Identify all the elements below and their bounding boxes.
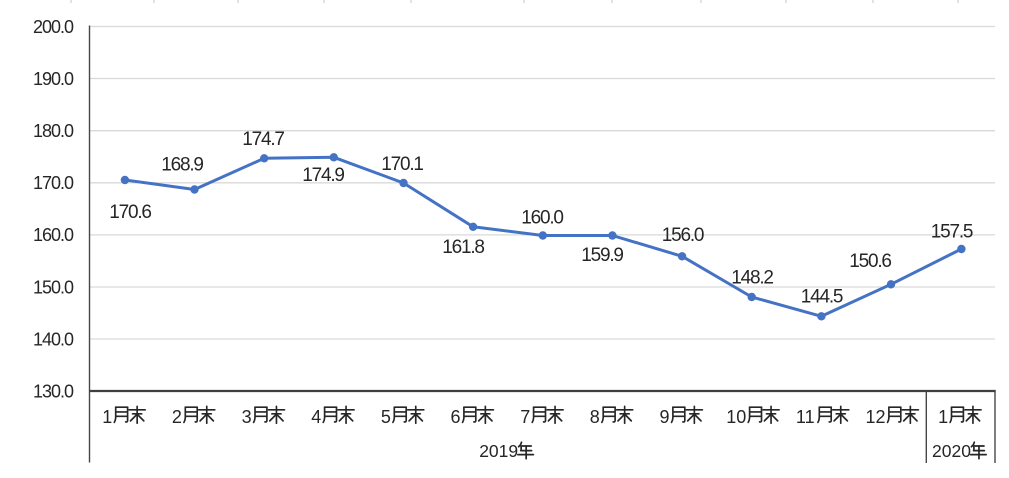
svg-text:6: 6	[451, 407, 461, 427]
svg-text:11: 11	[796, 407, 815, 427]
svg-text:3: 3	[242, 407, 252, 427]
svg-text:160.0: 160.0	[521, 207, 563, 228]
svg-text:2019: 2019	[479, 441, 518, 461]
svg-text:2020: 2020	[932, 441, 971, 461]
svg-text:174.7: 174.7	[242, 129, 284, 150]
svg-text:161.8: 161.8	[442, 237, 484, 258]
svg-text:170.1: 170.1	[381, 154, 423, 175]
svg-text:200.0: 200.0	[33, 17, 74, 37]
svg-text:170.6: 170.6	[109, 202, 151, 223]
svg-text:159.9: 159.9	[581, 245, 623, 266]
svg-text:180.0: 180.0	[33, 121, 74, 141]
svg-text:150.0: 150.0	[33, 277, 74, 297]
svg-text:168.9: 168.9	[161, 154, 203, 175]
svg-text:1: 1	[102, 407, 112, 427]
svg-text:174.9: 174.9	[302, 165, 344, 186]
svg-text:144.5: 144.5	[801, 286, 843, 307]
svg-text:1: 1	[938, 407, 948, 427]
svg-text:12: 12	[866, 407, 886, 427]
svg-text:170.0: 170.0	[33, 173, 74, 193]
svg-text:148.2: 148.2	[731, 267, 773, 288]
svg-text:7: 7	[520, 407, 530, 427]
svg-text:130.0: 130.0	[33, 381, 74, 401]
svg-text:160.0: 160.0	[33, 225, 74, 245]
svg-text:9: 9	[660, 407, 670, 427]
svg-text:150.6: 150.6	[849, 251, 891, 272]
svg-text:140.0: 140.0	[33, 329, 74, 349]
svg-text:156.0: 156.0	[662, 225, 704, 246]
svg-text:157.5: 157.5	[931, 221, 973, 242]
svg-text:10: 10	[726, 407, 746, 427]
svg-text:2: 2	[172, 407, 182, 427]
svg-text:4: 4	[311, 407, 321, 427]
svg-text:8: 8	[590, 407, 600, 427]
svg-text:5: 5	[381, 407, 391, 427]
svg-text:190.0: 190.0	[33, 69, 74, 89]
